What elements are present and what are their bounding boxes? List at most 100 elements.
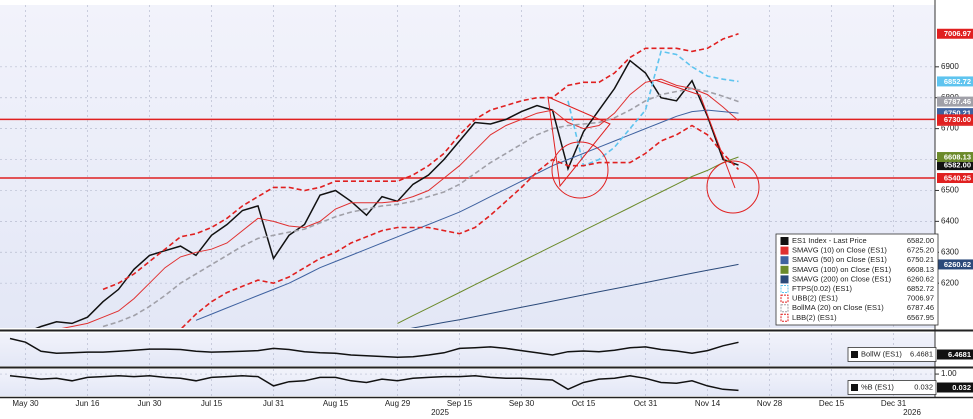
value-badge: 0.032 (952, 383, 971, 392)
plot-area (0, 369, 935, 396)
x-tick-label: Oct 31 (634, 399, 658, 408)
legend-swatch (780, 246, 789, 255)
line-badge-bg (937, 114, 973, 125)
series-line (9, 337, 739, 358)
legend-swatch (780, 256, 789, 265)
price-badge-bg (937, 76, 973, 87)
legend-label: LBB(2) (ES1) (792, 313, 837, 322)
legend-value: 6.4681 (910, 349, 933, 358)
price-badge-bg (937, 259, 973, 270)
x-tick-label: Aug 15 (323, 399, 349, 408)
legend-swatch (780, 275, 789, 284)
legend-value: 0.032 (914, 382, 933, 391)
series-line (102, 87, 739, 328)
legend-value: 6852.72 (907, 284, 934, 293)
legend-box (847, 380, 937, 395)
legend-label: UBB(2) (ES1) (792, 294, 838, 303)
legend-box (775, 233, 939, 326)
x-tick-label: Nov 28 (757, 399, 783, 408)
y-tick-label: 6200 (941, 278, 959, 287)
price-badge: 6750.21 (944, 109, 971, 118)
annotation-circle (706, 160, 760, 214)
x-tick-label: Jul 31 (263, 399, 285, 408)
x-tick-label: Dec 15 (819, 399, 845, 408)
price-badge: 6787.46 (944, 97, 971, 106)
legend-label: BollMA (20) on Close (ES1) (792, 303, 884, 312)
price-badge-bg (937, 108, 973, 119)
year-label: 2025 (431, 408, 449, 417)
price-badge-bg (937, 160, 973, 171)
legend-swatch (780, 294, 789, 303)
series-line (410, 263, 739, 328)
price-badge: 6852.72 (944, 77, 971, 86)
series-line (195, 109, 739, 321)
legend-swatch (780, 237, 789, 245)
x-tick-label: Nov 14 (695, 399, 721, 408)
price-badge-bg (937, 152, 973, 163)
legend-box (847, 347, 937, 362)
value-badge: 6.4681 (948, 350, 971, 359)
annotation-circle (551, 141, 609, 199)
x-tick-label: Jul 15 (201, 399, 223, 408)
price-badge: 7006.97 (944, 29, 971, 38)
annotation-triangle (547, 96, 611, 188)
legend-value: 6725.20 (907, 246, 934, 255)
series-line (102, 33, 739, 291)
y-tick-label: 6500 (941, 186, 959, 195)
legend-value: 6787.46 (907, 303, 934, 312)
legend-value: 6582.00 (907, 236, 934, 245)
legend-value: 7006.97 (907, 294, 934, 303)
x-tick-label: Jun 16 (75, 399, 100, 408)
x-tick-label: Dec 31 (881, 399, 907, 408)
legend-label: SMAVG (10) on Close (ES1) (792, 246, 887, 255)
legend-swatch (780, 265, 789, 274)
legend-value: 6260.62 (907, 274, 934, 283)
series-line (9, 375, 739, 392)
price-badge: 6582.00 (944, 161, 971, 170)
series-line (397, 156, 739, 324)
legend-label: SMAVG (200) on Close (ES1) (792, 274, 892, 283)
y-tick-label: 6900 (941, 62, 959, 71)
annotation-trendline (654, 79, 736, 189)
line-badge: 6730.00 (944, 115, 971, 124)
line-badge: 6540.25 (944, 173, 971, 182)
price-badge: 6260.62 (944, 260, 971, 269)
price-badge-bg (937, 28, 973, 39)
line-badge-bg (937, 173, 973, 184)
x-tick-label: Oct 15 (572, 399, 596, 408)
series-line (567, 50, 739, 167)
series-line (61, 78, 739, 328)
layers: May 30 Jun 16 Jun 30 Jul 15 Jul 31 Aug 15 Aug … (0, 5, 973, 417)
price-badge: 6608.13 (944, 153, 971, 162)
x-tick-label: Sep 15 (447, 399, 473, 408)
legend: ES1 Index - Last Price 6582.00 SMAVG (10) … (775, 233, 939, 326)
year-label: 2026 (903, 408, 921, 417)
legend-label: SMAVG (50) on Close (ES1) (792, 255, 887, 264)
legend-value: 6608.13 (907, 265, 934, 274)
legend-swatch (780, 304, 789, 313)
legend-label: ES1 Index - Last Price (792, 236, 867, 245)
y-tick-label: 6700 (941, 124, 959, 133)
legend-label: %B (ES1) (861, 382, 894, 391)
legend-swatch (851, 384, 858, 391)
x-tick-label: May 30 (12, 399, 39, 408)
value-badge-bg (937, 382, 973, 393)
y-tick-label: 6300 (941, 247, 959, 256)
legend-swatch (780, 313, 789, 322)
legend-swatch (780, 285, 789, 293)
y-tick-label: 6400 (941, 216, 959, 225)
x-tick-label: Aug 29 (385, 399, 411, 408)
legend-swatch (851, 351, 858, 358)
value-badge-bg (937, 349, 973, 360)
legend-value: 6567.95 (907, 313, 934, 322)
series-line (180, 124, 740, 328)
x-tick-label: Sep 30 (509, 399, 535, 408)
price-badge-bg (937, 96, 973, 107)
legend-label: SMAVG (100) on Close (ES1) (792, 265, 892, 274)
legend-label: FTPS(0.02) (ES1) (792, 284, 853, 293)
annotations (547, 79, 760, 214)
legend-value: 6750.21 (907, 255, 934, 264)
x-tick-label: Jun 30 (137, 399, 162, 408)
y-tick-label: 1.00 (941, 369, 957, 378)
